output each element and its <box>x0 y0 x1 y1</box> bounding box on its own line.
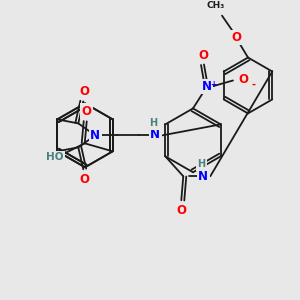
Text: N: N <box>198 170 208 183</box>
Text: O: O <box>198 49 208 62</box>
Text: O: O <box>79 173 89 186</box>
Text: N: N <box>202 80 212 93</box>
Text: -: - <box>251 80 255 89</box>
Text: O: O <box>231 31 241 44</box>
Text: CH₃: CH₃ <box>207 1 225 10</box>
Text: N: N <box>90 129 100 142</box>
Text: H: H <box>149 118 157 128</box>
Text: O: O <box>176 204 186 217</box>
Text: N: N <box>150 128 160 141</box>
Text: H: H <box>197 159 205 169</box>
Text: O: O <box>79 85 89 98</box>
Text: O: O <box>82 105 92 118</box>
Text: HO: HO <box>46 152 64 162</box>
Text: O: O <box>238 73 248 86</box>
Text: +: + <box>210 80 216 89</box>
